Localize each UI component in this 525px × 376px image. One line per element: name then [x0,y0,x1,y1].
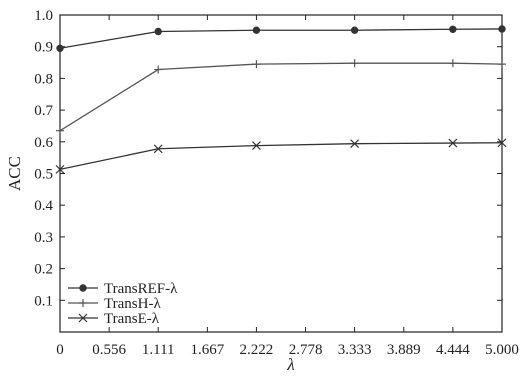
data-point [153,144,163,154]
data-point [56,44,64,52]
data-point [154,65,163,74]
legend-marker [79,284,87,292]
data-point [350,26,359,34]
data-point [350,139,360,149]
data-point [252,141,261,151]
series-layer [55,25,507,174]
data-point [154,27,162,36]
series-line [59,28,503,49]
legend-item: TransREF-λ [68,281,178,297]
x-tick-label: 3.889 [387,342,421,358]
data-point [497,138,507,148]
x-tick-label: 3.333 [338,342,372,358]
legend-marker [79,299,87,307]
x-tick-label: 0.556 [92,342,126,358]
y-tick-label: 0.1 [34,293,53,309]
y-tick-label: 0.2 [34,262,53,278]
data-point [448,138,458,148]
data-point [55,164,65,174]
series-line [59,142,503,171]
series-3 [55,138,507,174]
data-point [498,25,506,33]
x-tick-label: 2.778 [289,342,323,358]
legend-item: TransH-λ [68,296,161,312]
legend-item: TransE-λ [68,311,160,327]
y-tick-label: 0.3 [34,230,53,246]
x-tick-label: 1.667 [190,342,224,358]
y-tick-label: 0.9 [34,40,53,56]
y-tick-label: 0.4 [34,198,53,214]
series-1 [56,25,506,52]
x-tick-label: 5.000 [485,342,519,358]
y-tick-label: 0.8 [34,71,53,87]
y-tick-label: 0.6 [34,135,53,151]
axes: 0.1 0.2 0.3 0.4 0.5 0.6 0.7 0.8 0.9 1.0 0 0.556 1.11… [34,8,519,358]
data-point [56,126,64,135]
x-tick-label: 4.444 [436,342,470,358]
data-point [498,60,506,69]
data-point [449,25,457,33]
y-tick-label: 0.7 [34,103,53,119]
y-tick-label: 1.0 [34,8,53,24]
data-point [350,59,359,68]
data-point [252,60,261,69]
y-axis-label: ACC [5,156,24,191]
x-axis-label: λ [286,355,294,374]
data-point [252,26,261,34]
y-tick-label: 0.5 [34,167,53,183]
legend-label: TransE-λ [104,311,160,327]
x-tick-label: 0 [56,342,64,358]
x-tick-label: 2.222 [240,342,274,358]
x-tick-label: 1.111 [142,342,175,358]
series-line [59,62,503,132]
data-point [448,59,457,68]
legend-label: TransREF-λ [104,281,178,297]
series-2 [56,59,506,135]
legend-label: TransH-λ [104,296,161,312]
legend-marker [78,313,88,323]
